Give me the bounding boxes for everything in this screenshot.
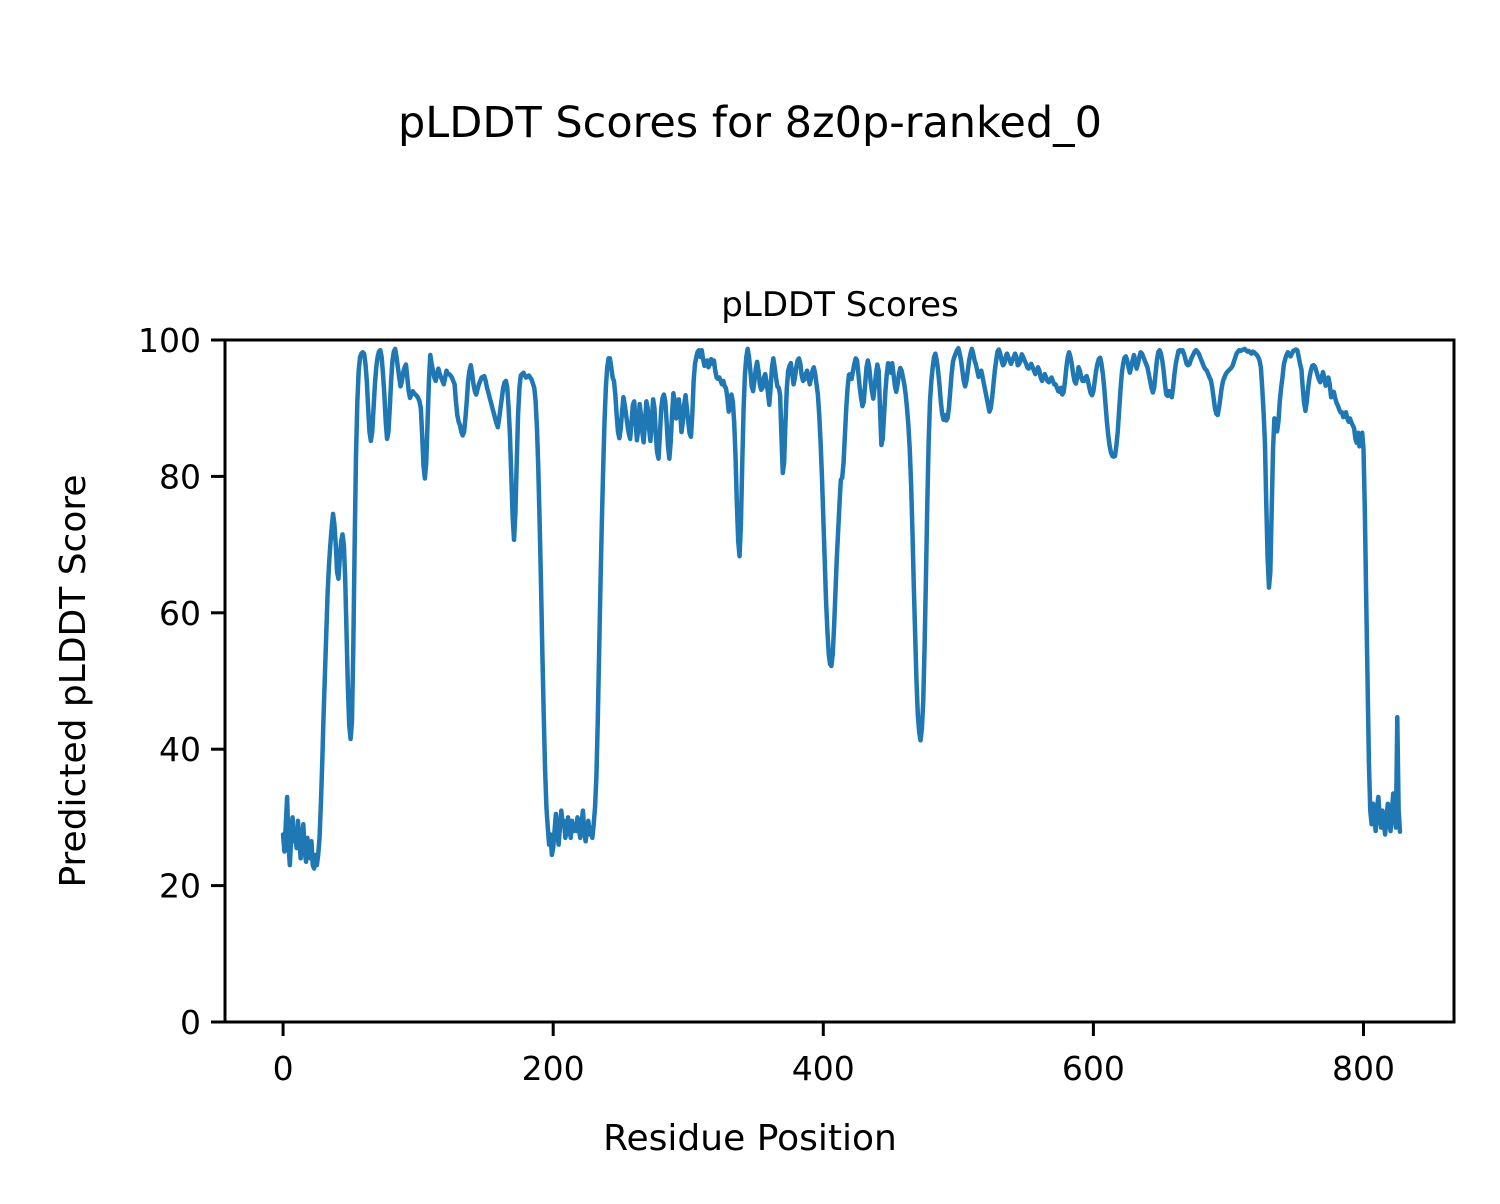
y-tick-label: 80	[159, 457, 201, 496]
plot-area-border	[223, 338, 1456, 1024]
plddt-line-series	[280, 345, 1403, 871]
axes-title: pLDDT Scores	[721, 285, 958, 325]
y-axis-label: Predicted pLDDT Score	[53, 474, 94, 887]
x-tick-label: 0	[273, 1049, 294, 1088]
figure-title: pLDDT Scores for 8z0p-ranked_0	[398, 98, 1102, 148]
y-tick-label: 100	[138, 321, 201, 360]
x-tick-label: 600	[1062, 1049, 1125, 1088]
y-tick-label: 40	[159, 730, 201, 769]
y-tick-label: 20	[159, 867, 201, 906]
x-tick-label: 200	[522, 1049, 585, 1088]
x-tick-label: 400	[792, 1049, 855, 1088]
x-axis-ticks: 0 200 400 600 800	[273, 1022, 1395, 1088]
y-tick-label: 0	[180, 1003, 201, 1042]
y-axis-ticks: 0 20 40 60 80 100	[138, 321, 225, 1042]
x-axis-label: Residue Position	[603, 1118, 897, 1159]
y-tick-label: 60	[159, 594, 201, 633]
x-tick-label: 800	[1332, 1049, 1395, 1088]
